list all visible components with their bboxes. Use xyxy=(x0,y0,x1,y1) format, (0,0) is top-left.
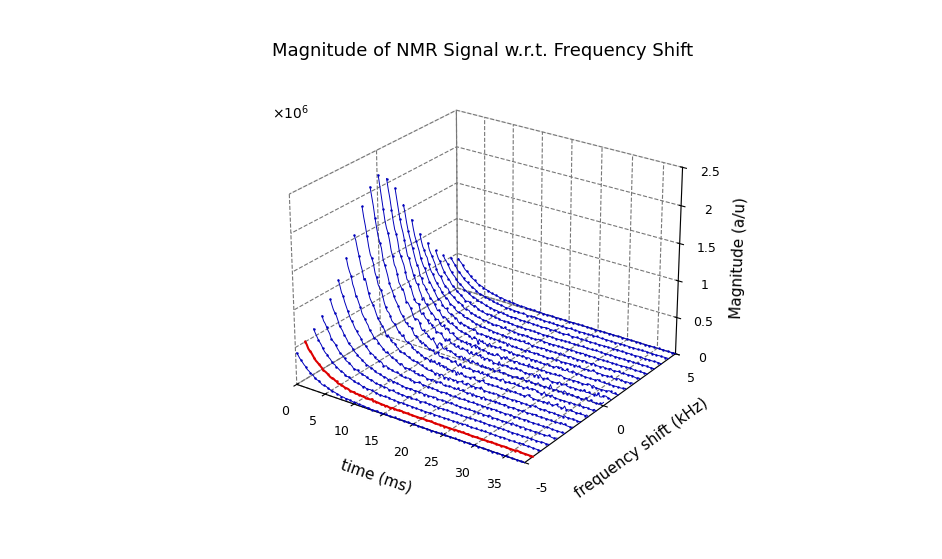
Text: $\times 10^6$: $\times 10^6$ xyxy=(272,103,309,122)
Title: Magnitude of NMR Signal w.r.t. Frequency Shift: Magnitude of NMR Signal w.r.t. Frequency… xyxy=(272,42,693,60)
Y-axis label: frequency shift (kHz): frequency shift (kHz) xyxy=(572,395,710,501)
X-axis label: time (ms): time (ms) xyxy=(339,457,414,496)
